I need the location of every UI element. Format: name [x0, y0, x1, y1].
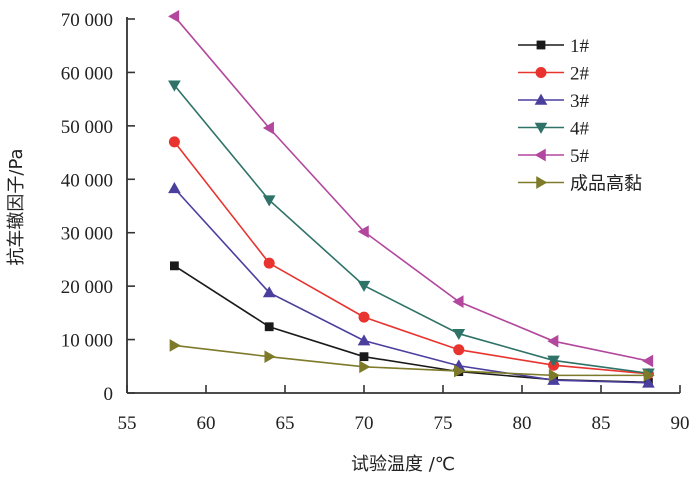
series-5: [168, 10, 654, 368]
data-point: [359, 352, 369, 362]
data-point: [169, 339, 181, 352]
data-point: [168, 80, 181, 92]
legend-item: 2#: [518, 64, 590, 85]
data-point: [263, 257, 275, 269]
series-line: [173, 84, 649, 375]
data-point: [358, 311, 370, 323]
series-line: [173, 187, 649, 384]
data-point: [452, 295, 464, 308]
legend-label: 4#: [570, 119, 590, 140]
data-point: [453, 344, 465, 356]
data-point: [454, 364, 466, 378]
legend: 1# 2# 3# 4# 5# 成品高黏: [518, 36, 642, 195]
data-point: [642, 376, 655, 388]
data-point: [357, 334, 371, 346]
y-tick-label: 60 000: [61, 63, 113, 84]
series-line: [173, 15, 649, 362]
data-point: [547, 355, 560, 367]
x-axis-title: 试验温度 /℃: [351, 454, 455, 475]
data-point: [548, 369, 560, 382]
legend-label: 1#: [570, 36, 590, 57]
data-point: [357, 280, 371, 292]
y-tick-label: 0: [104, 384, 114, 405]
y-tick-label: 70 000: [61, 10, 113, 31]
data-point: [262, 286, 276, 298]
legend-item: 5#: [518, 146, 590, 167]
data-point: [262, 195, 276, 207]
data-point: [547, 334, 559, 348]
series-6: [169, 339, 655, 382]
legend-label: 2#: [570, 64, 590, 85]
x-tick-label: 75: [434, 413, 453, 434]
data-point: [168, 136, 180, 148]
legend-label: 5#: [570, 146, 590, 167]
data-point: [264, 322, 274, 332]
data-point: [547, 373, 560, 385]
legend-marker: [535, 67, 547, 78]
x-tick-label: 65: [276, 413, 295, 434]
legend-marker: [534, 148, 546, 162]
legend-label: 3#: [570, 91, 590, 112]
data-point: [452, 328, 466, 341]
x-tick-label: 90: [671, 413, 690, 434]
legend-item: 3#: [518, 91, 590, 112]
y-axis-title: 抗车辙因子/Pa: [6, 148, 27, 265]
legend-marker: [536, 40, 546, 50]
x-tick-label: 55: [118, 413, 137, 434]
y-tick-label: 10 000: [61, 331, 113, 352]
legend-item: 4#: [518, 119, 590, 140]
data-point: [170, 261, 179, 271]
data-point: [262, 121, 274, 135]
x-tick-label: 60: [197, 413, 216, 434]
series-line: [173, 141, 649, 375]
data-point: [643, 369, 655, 382]
legend-marker: [534, 93, 548, 105]
legend-marker: [536, 176, 548, 189]
series-line: [174, 344, 649, 377]
data-point: [359, 360, 371, 374]
y-tick-label: 20 000: [61, 277, 113, 298]
series-layer: [168, 10, 655, 388]
data-point: [357, 225, 369, 238]
data-point: [168, 182, 181, 194]
data-point: [168, 10, 180, 23]
legend-item: 成品高黏: [518, 174, 642, 195]
legend-marker: [534, 122, 548, 134]
y-tick-label: 50 000: [61, 117, 113, 138]
axes: 0 10 000 20 000 30 000 40 000 50 000 60 000 70 …: [61, 10, 690, 434]
x-tick-label: 70: [355, 413, 374, 434]
data-point: [264, 350, 276, 363]
series-3: [168, 182, 655, 388]
x-tick-label: 85: [592, 413, 611, 434]
y-tick-label: 40 000: [61, 170, 113, 191]
data-point: [642, 354, 654, 368]
x-tick-label: 80: [513, 413, 532, 434]
y-tick-label: 30 000: [61, 224, 113, 245]
legend-item: 1#: [518, 36, 590, 57]
legend-label: 成品高黏: [570, 174, 642, 195]
series-line: [173, 265, 649, 384]
